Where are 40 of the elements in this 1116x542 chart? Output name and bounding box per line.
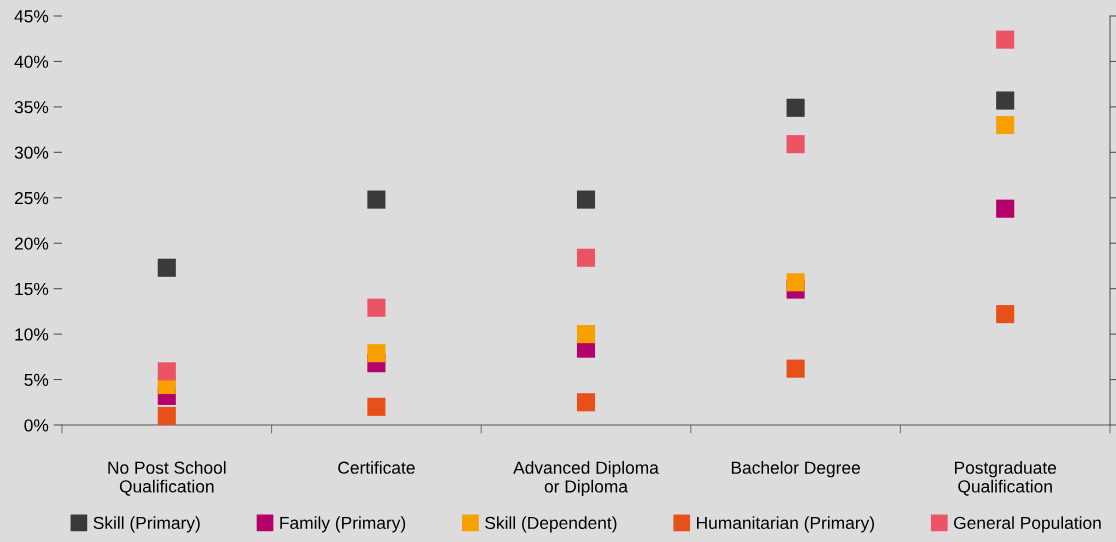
point xyxy=(367,298,386,317)
y-tick-label: 35% xyxy=(14,101,49,114)
y-tick-label: 25% xyxy=(14,191,49,205)
legend-label: Skill (Dependent) xyxy=(485,516,617,533)
point xyxy=(157,362,176,381)
point xyxy=(367,344,386,363)
y-tick-label: 20% xyxy=(14,237,49,250)
point xyxy=(996,199,1015,218)
point xyxy=(576,393,596,412)
legend-label: Humanitarian (Primary) xyxy=(697,516,874,533)
point xyxy=(367,190,386,209)
point xyxy=(786,98,805,117)
x-tick-label: Certificate xyxy=(338,461,415,474)
point xyxy=(576,325,596,344)
y-tick-label: 10% xyxy=(15,328,49,341)
y-tick-label: 0% xyxy=(24,419,49,432)
point xyxy=(996,91,1015,110)
point xyxy=(786,135,805,154)
y-tick-label: 45% xyxy=(14,10,49,23)
y-tick-label: 30% xyxy=(14,146,49,159)
point xyxy=(786,273,805,292)
point xyxy=(996,305,1015,324)
legend-label: Skill (Primary) xyxy=(93,516,200,533)
x-tick-label: Bachelor Degree xyxy=(731,461,860,478)
point xyxy=(157,258,176,277)
x-tick-label: No Post School Qualification xyxy=(108,461,226,496)
point xyxy=(367,397,386,416)
point xyxy=(996,116,1015,135)
y-tick-label: 15% xyxy=(15,282,49,296)
legend-label: General Population xyxy=(954,516,1101,533)
x-tick-label: Advanced Diploma or Diploma xyxy=(513,461,659,496)
point xyxy=(996,30,1015,49)
x-tick-label: Postgraduate Qualification xyxy=(954,461,1057,496)
point xyxy=(576,190,596,209)
legend-label: Family (Primary) xyxy=(280,516,406,533)
point xyxy=(576,248,596,267)
point xyxy=(157,406,176,425)
point xyxy=(786,359,805,378)
y-tick-label: 40% xyxy=(14,55,49,68)
y-tick-label: 5% xyxy=(24,373,49,387)
